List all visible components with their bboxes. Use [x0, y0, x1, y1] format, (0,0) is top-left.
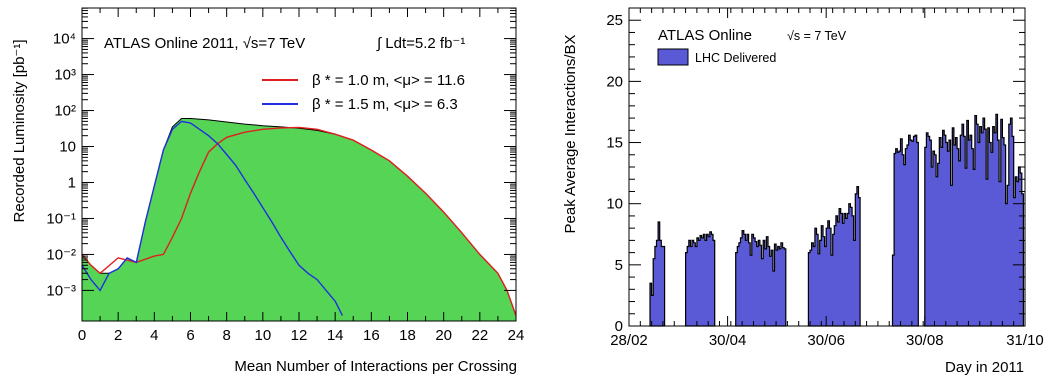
- legend-label-beta-1p0: β * = 1.0 m, <μ> = 11.6: [312, 72, 465, 89]
- left-y-tick-label: 10⁻³: [46, 282, 76, 299]
- left-x-axis-title: Mean Number of Interactions per Crossing: [234, 358, 517, 375]
- left-x-tick-label: 2: [114, 327, 122, 344]
- right-x-tick-label: 30/06: [807, 332, 845, 349]
- delivered-bar-block: [891, 134, 919, 327]
- right-y-tick-label: 10: [606, 196, 623, 213]
- left-x-tick-label: 8: [222, 327, 230, 344]
- left-lumi-label: ∫ Ldt=5.2 fb⁻¹: [376, 35, 465, 52]
- delivered-bar-block: [924, 113, 1024, 327]
- right-y-tick-label: 0: [615, 318, 623, 335]
- left-x-tick-label: 4: [150, 327, 158, 344]
- legend-swatch-lhc-delivered: [657, 48, 689, 66]
- interactions-panel: 0 5 10 15 20 25 28/02 30/04 30/06 30/08 31/10 Peak…: [562, 7, 1044, 376]
- left-y-tick-label: 10: [59, 139, 76, 156]
- left-x-tick-label: 18: [399, 327, 416, 344]
- beta-1p5-line: [81, 120, 344, 316]
- left-experiment-label: ATLAS Online 2011, √s=7 TeV: [104, 35, 305, 52]
- right-x-tick-label: 30/04: [709, 332, 747, 349]
- right-x-tick-label: 30/08: [906, 332, 944, 349]
- right-legend: LHC Delivered: [657, 48, 776, 66]
- beta-1p0-line: [81, 126, 517, 316]
- left-x-tick-label: 24: [508, 327, 525, 344]
- left-x-tick-label: 20: [435, 327, 452, 344]
- right-experiment-label: ATLAS Online: [658, 27, 752, 44]
- right-energy-label: √s = 7 TeV: [787, 29, 847, 43]
- right-y-tick-label: 20: [606, 73, 623, 90]
- left-y-tick-label: 10²: [54, 103, 76, 120]
- left-x-tick-label: 10: [254, 327, 271, 344]
- left-y-axis-title: Recorded Luminosity [pb⁻¹]: [11, 39, 28, 222]
- left-y-tick-label: 1: [68, 174, 76, 191]
- total-luminosity-area: [82, 118, 516, 321]
- right-y-tick-label: 5: [615, 257, 623, 274]
- right-y-axis-title: Peak Average Interactions/BX: [562, 34, 579, 233]
- delivered-bar-block: [807, 186, 861, 327]
- left-x-tick-label: 6: [186, 327, 194, 344]
- left-legend: β * = 1.0 m, <μ> = 11.6 β * = 1.5 m, <μ> …: [262, 72, 465, 113]
- left-x-tick-label: 22: [471, 327, 488, 344]
- left-y-tick-label: 10³: [54, 67, 76, 84]
- right-x-tick-label: 31/10: [1006, 332, 1044, 349]
- left-y-tick-label: 10⁻¹: [46, 210, 76, 227]
- left-y-tick-label: 10⁴: [53, 31, 76, 48]
- left-x-tick-label: 0: [78, 327, 86, 344]
- delivered-bar-block: [649, 221, 666, 327]
- legend-label-lhc-delivered: LHC Delivered: [695, 51, 776, 65]
- luminosity-panel: 0 2 4 6 8 10 12 14 16 18 20 22 2410⁻³10⁻²10⁻¹11010²1…: [11, 7, 525, 375]
- delivered-bar-block: [685, 231, 716, 327]
- left-y-tick-label: 10⁻²: [46, 246, 76, 263]
- left-x-tick-label: 16: [363, 327, 380, 344]
- right-y-tick-label: 25: [606, 12, 623, 29]
- legend-label-beta-1p5: β * = 1.5 m, <μ> = 6.3: [312, 96, 458, 113]
- delivered-bar-block: [735, 230, 787, 327]
- right-y-tick-label: 15: [606, 135, 623, 152]
- left-x-tick-label: 14: [327, 327, 344, 344]
- right-x-tick-label: 28/02: [610, 332, 648, 349]
- left-x-tick-label: 12: [291, 327, 308, 344]
- right-x-axis-title: Day in 2011: [945, 359, 1024, 376]
